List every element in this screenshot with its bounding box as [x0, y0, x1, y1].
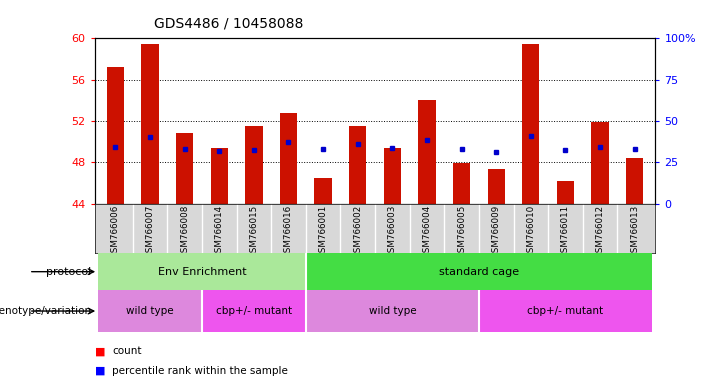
- Bar: [176, 133, 193, 204]
- Text: GSM766003: GSM766003: [388, 205, 397, 258]
- Text: GSM766016: GSM766016: [284, 205, 293, 258]
- Text: Env Enrichment: Env Enrichment: [158, 266, 246, 277]
- Text: count: count: [112, 346, 142, 356]
- Text: GSM766006: GSM766006: [111, 205, 120, 258]
- Text: genotype/variation: genotype/variation: [0, 306, 91, 316]
- Text: GSM766010: GSM766010: [526, 205, 536, 258]
- Text: ■: ■: [95, 366, 105, 376]
- Text: GSM766005: GSM766005: [457, 205, 466, 258]
- Text: GSM766011: GSM766011: [561, 205, 570, 258]
- Text: wild type: wild type: [369, 306, 416, 316]
- Bar: [306, 290, 479, 332]
- Bar: [245, 126, 263, 204]
- Text: GSM766015: GSM766015: [250, 205, 259, 258]
- Bar: [487, 169, 505, 204]
- Text: GSM766001: GSM766001: [319, 205, 327, 258]
- Text: GSM766012: GSM766012: [596, 205, 604, 258]
- Bar: [306, 253, 652, 290]
- Text: GSM766009: GSM766009: [491, 205, 501, 258]
- Bar: [592, 122, 608, 204]
- Bar: [349, 126, 367, 204]
- Bar: [626, 158, 644, 204]
- Bar: [453, 163, 470, 204]
- Bar: [383, 148, 401, 204]
- Text: standard cage: standard cage: [439, 266, 519, 277]
- Bar: [315, 178, 332, 204]
- Text: percentile rank within the sample: percentile rank within the sample: [112, 366, 288, 376]
- Text: GSM766007: GSM766007: [146, 205, 154, 258]
- Bar: [98, 290, 202, 332]
- Text: GSM766004: GSM766004: [423, 205, 431, 258]
- Text: cbp+/- mutant: cbp+/- mutant: [527, 306, 604, 316]
- Bar: [210, 148, 228, 204]
- Bar: [280, 113, 297, 204]
- Text: protocol: protocol: [46, 266, 91, 277]
- Text: GSM766013: GSM766013: [630, 205, 639, 258]
- Text: wild type: wild type: [126, 306, 174, 316]
- Bar: [202, 290, 306, 332]
- Text: GDS4486 / 10458088: GDS4486 / 10458088: [154, 17, 304, 31]
- Bar: [98, 253, 306, 290]
- Text: GSM766008: GSM766008: [180, 205, 189, 258]
- Bar: [557, 181, 574, 204]
- Bar: [418, 100, 435, 204]
- Bar: [479, 290, 652, 332]
- Text: cbp+/- mutant: cbp+/- mutant: [216, 306, 292, 316]
- Bar: [142, 43, 158, 204]
- Text: ■: ■: [95, 346, 105, 356]
- Text: GSM766014: GSM766014: [215, 205, 224, 258]
- Text: GSM766002: GSM766002: [353, 205, 362, 258]
- Bar: [522, 43, 540, 204]
- Bar: [107, 67, 124, 204]
